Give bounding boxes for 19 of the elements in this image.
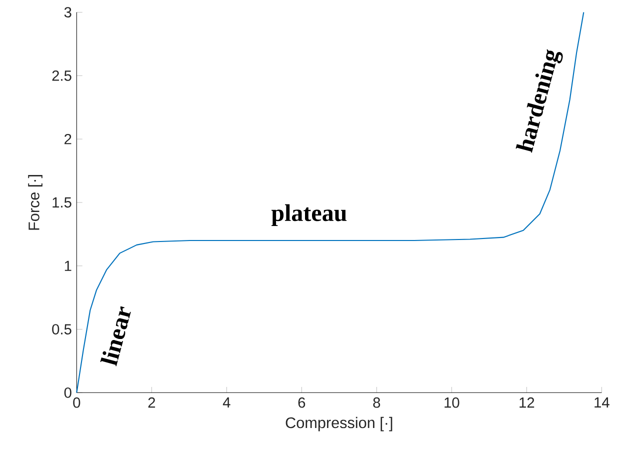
x-tick-label: 6 bbox=[298, 397, 306, 408]
x-tick-label: 14 bbox=[594, 397, 610, 408]
y-tick-label: 1 bbox=[64, 260, 72, 271]
x-tick-label: 2 bbox=[148, 397, 156, 408]
x-tick-label: 4 bbox=[222, 397, 230, 408]
y-axis-title: Force [·] bbox=[28, 175, 42, 230]
x-tick-label: 10 bbox=[444, 397, 460, 408]
y-tick-label: 3 bbox=[64, 7, 72, 18]
x-axis-title: Compression [·] bbox=[286, 416, 392, 432]
y-tick-label: 2.5 bbox=[52, 70, 72, 81]
y-tick-label: 1.5 bbox=[52, 197, 72, 208]
y-tick-label: 0 bbox=[64, 387, 72, 398]
y-tick-label: 2 bbox=[64, 134, 72, 144]
x-tick-label: 0 bbox=[73, 397, 80, 408]
annotation: linear bbox=[100, 306, 131, 366]
annotation: plateau bbox=[271, 204, 347, 226]
y-tick-label: 0.5 bbox=[52, 324, 72, 334]
x-tick-label: 8 bbox=[373, 397, 380, 408]
x-tick-label: 12 bbox=[520, 397, 534, 408]
